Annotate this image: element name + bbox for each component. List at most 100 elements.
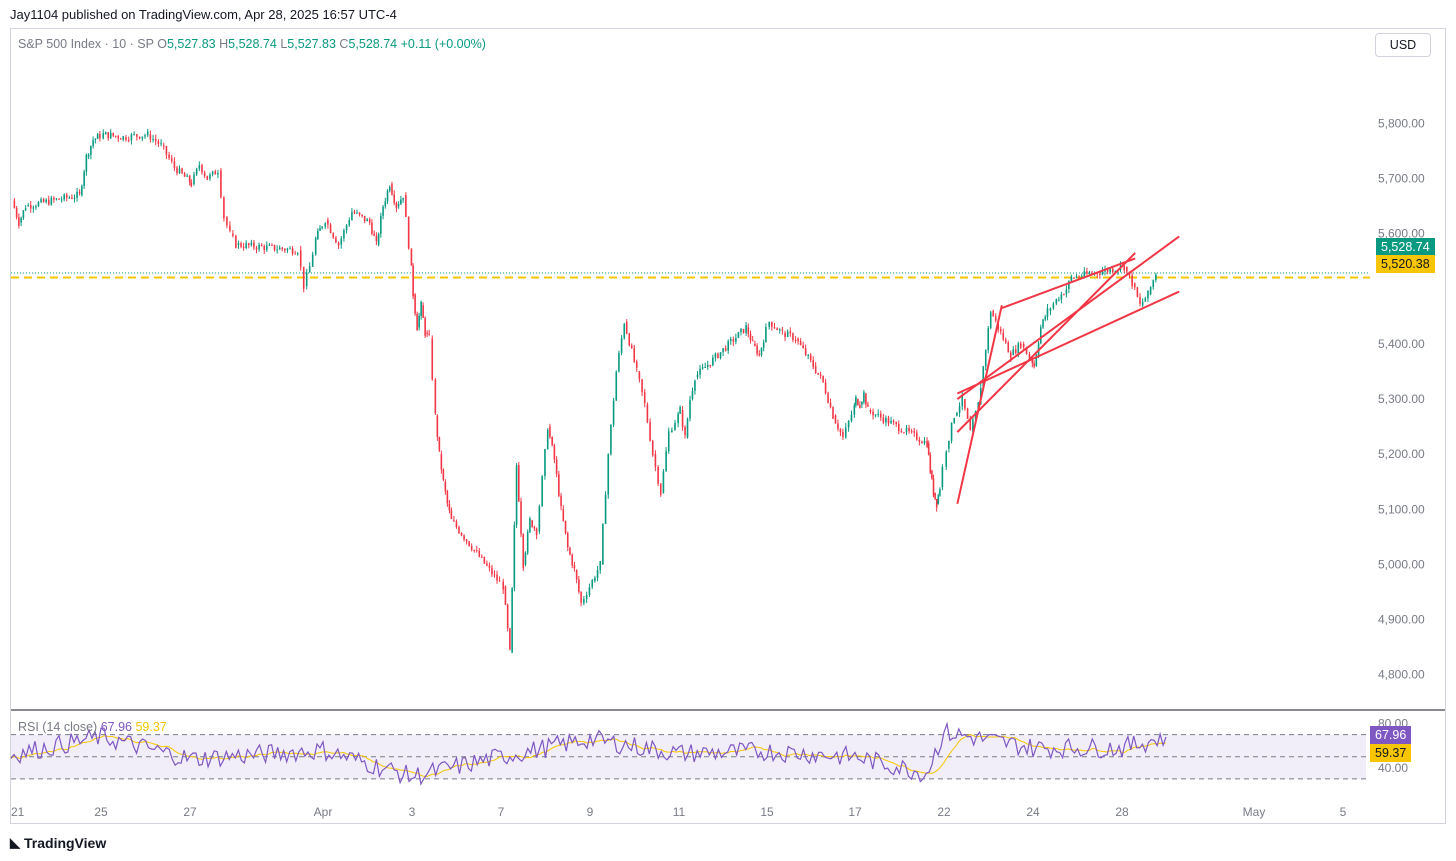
candle-body [317, 230, 319, 240]
candle-body [311, 254, 314, 267]
candle-body [620, 338, 623, 353]
candle-body [1155, 274, 1157, 281]
candle-body [809, 354, 812, 360]
candle-body [229, 225, 231, 231]
candle-body [853, 405, 856, 415]
candle-body [206, 175, 209, 180]
x-tick-label: 11 [673, 805, 686, 819]
candle-body [358, 212, 361, 215]
currency-button[interactable]: USD [1375, 33, 1431, 57]
candle-body [195, 168, 198, 175]
candle-body [211, 171, 214, 175]
candle-body [751, 340, 754, 342]
candle-body [475, 550, 478, 552]
candle-body [1068, 281, 1070, 289]
x-tick-label: 9 [587, 805, 594, 819]
trend-line [956, 252, 1136, 433]
candle-body [170, 158, 173, 162]
candle-body [1083, 271, 1086, 277]
candle-body [994, 316, 997, 321]
high-value: 5,528.74 [228, 37, 277, 51]
candle-body [418, 315, 420, 328]
candle-body [345, 225, 348, 231]
candle-body [518, 465, 520, 502]
candle-body [154, 138, 157, 142]
candle-body [340, 238, 343, 245]
candle-body [984, 350, 987, 367]
candle-body [615, 371, 618, 401]
candle-body [321, 226, 323, 229]
candle-body [694, 380, 696, 391]
candle-body [649, 422, 651, 441]
candle-body [842, 432, 844, 437]
candle-body [384, 201, 387, 207]
y-tick-label: 5,000.00 [1378, 557, 1425, 571]
candle-body [136, 134, 138, 137]
symbol-label: S&P 500 Index · 10 · SP [18, 37, 154, 51]
candle-body [729, 339, 732, 342]
candle-body [314, 238, 317, 255]
candle-body [657, 466, 659, 484]
candle-body [844, 427, 847, 438]
candle-body [549, 426, 551, 438]
candle-body [436, 415, 439, 437]
tradingview-logo-icon: ◣ [10, 835, 20, 850]
candle-body [610, 424, 612, 455]
rsi-tick-label: 40.00 [1378, 761, 1408, 775]
candle-body [524, 552, 527, 565]
candle-body [278, 247, 281, 250]
candle-body [737, 332, 740, 338]
x-tick-label: 25 [94, 805, 108, 819]
candle-body [1101, 271, 1104, 275]
candle-body [250, 242, 253, 246]
candle-body [535, 528, 538, 536]
change-value: +0.11 (+0.00%) [400, 37, 486, 51]
x-tick-label: Apr [314, 805, 333, 819]
candle-body [465, 539, 468, 542]
candle-body [258, 244, 260, 250]
candle-body [829, 402, 832, 408]
candle-body [560, 495, 562, 506]
candle-body [1007, 342, 1010, 353]
candle-body [335, 237, 337, 243]
candle-body [22, 210, 25, 218]
publisher-line: Jay1104 published on TradingView.com, Ap… [10, 7, 397, 22]
candle-body [1123, 265, 1125, 271]
candle-body [99, 134, 101, 139]
candle-body [42, 199, 45, 203]
high-label: H [219, 37, 229, 51]
candle-body [483, 556, 486, 564]
brand-logo[interactable]: ◣ TradingView [10, 835, 106, 851]
candle-body [745, 325, 747, 333]
candle-body [488, 565, 491, 568]
candle-body [420, 301, 422, 316]
candle-body [410, 248, 413, 266]
candle-body [78, 191, 81, 194]
candle-body [371, 222, 373, 234]
candle-body [974, 411, 977, 420]
candle-body [566, 533, 569, 548]
candle-body [255, 247, 258, 250]
candle-body [623, 323, 626, 339]
candle-body [29, 205, 32, 209]
candle-body [478, 550, 481, 557]
candle-body [296, 253, 299, 255]
candle-body [226, 217, 228, 226]
candle-body [847, 421, 850, 428]
candle-body [1147, 290, 1149, 299]
x-tick-label: 27 [183, 805, 197, 819]
candle-body [1046, 308, 1049, 317]
candle-body [373, 233, 375, 236]
candle-body [879, 413, 882, 418]
candle-body [55, 198, 58, 200]
y-tick-label: 4,900.00 [1378, 613, 1425, 627]
candle-body [424, 317, 426, 336]
candle-body [496, 574, 498, 581]
candle-body [1070, 276, 1073, 282]
candle-body [887, 417, 890, 424]
y-tick-label: 4,800.00 [1378, 668, 1425, 682]
candle-body [144, 135, 146, 137]
x-tick-label: 3 [409, 805, 416, 819]
candle-body [802, 345, 804, 349]
